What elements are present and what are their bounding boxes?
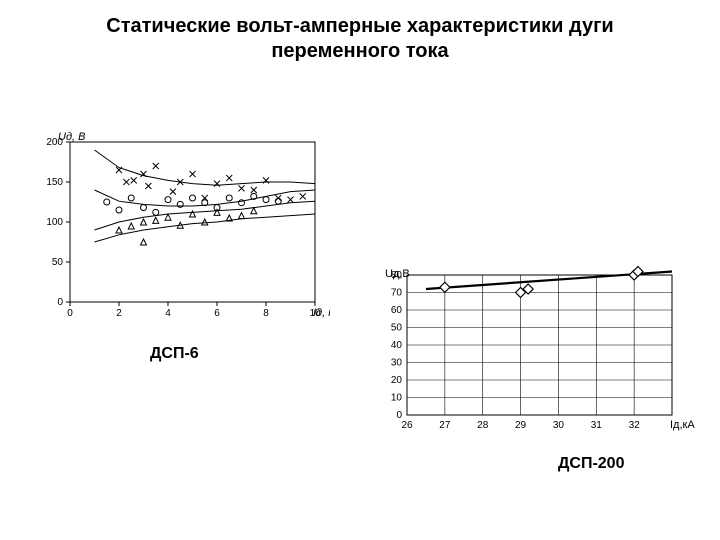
svg-text:Iд, кА: Iд, кА bbox=[313, 307, 330, 319]
svg-text:2: 2 bbox=[116, 308, 122, 319]
svg-text:Uд, В: Uд, В bbox=[58, 131, 85, 143]
svg-text:100: 100 bbox=[46, 217, 63, 228]
svg-text:Uд,В: Uд,В bbox=[385, 268, 410, 280]
title-line-2: переменного тока bbox=[271, 40, 448, 62]
svg-text:4: 4 bbox=[165, 308, 171, 319]
svg-text:6: 6 bbox=[214, 308, 220, 319]
page-title: Статические вольт-амперные характеристик… bbox=[0, 14, 720, 64]
svg-text:150: 150 bbox=[46, 177, 63, 188]
svg-text:29: 29 bbox=[515, 420, 527, 431]
svg-text:50: 50 bbox=[52, 257, 64, 268]
svg-text:70: 70 bbox=[391, 288, 403, 299]
svg-text:60: 60 bbox=[391, 305, 403, 316]
chart-dsp200: 0102030405060708026272829303132Uд,ВIд,кА bbox=[365, 265, 695, 445]
svg-text:28: 28 bbox=[477, 420, 489, 431]
svg-text:0: 0 bbox=[57, 297, 63, 308]
svg-text:30: 30 bbox=[391, 358, 403, 369]
svg-text:26: 26 bbox=[401, 420, 413, 431]
caption-dsp6: ДСП-6 bbox=[150, 345, 199, 363]
title-line-1: Статические вольт-амперные характеристик… bbox=[106, 15, 613, 37]
svg-text:50: 50 bbox=[391, 323, 403, 334]
svg-text:32: 32 bbox=[629, 420, 641, 431]
svg-text:10: 10 bbox=[391, 393, 403, 404]
svg-text:0: 0 bbox=[67, 308, 73, 319]
svg-text:27: 27 bbox=[439, 420, 451, 431]
svg-text:30: 30 bbox=[553, 420, 565, 431]
chart-dsp200-svg: 0102030405060708026272829303132Uд,ВIд,кА bbox=[365, 265, 695, 440]
svg-text:8: 8 bbox=[263, 308, 269, 319]
svg-text:Iд,кА: Iд,кА bbox=[670, 419, 695, 431]
caption-dsp200: ДСП-200 bbox=[558, 455, 624, 473]
svg-text:20: 20 bbox=[391, 375, 403, 386]
svg-text:40: 40 bbox=[391, 340, 403, 351]
chart-dsp6: 0501001502000246810Uд, ВIд, кА bbox=[30, 130, 330, 335]
svg-text:31: 31 bbox=[591, 420, 603, 431]
chart-dsp6-svg: 0501001502000246810Uд, ВIд, кА bbox=[30, 130, 330, 330]
